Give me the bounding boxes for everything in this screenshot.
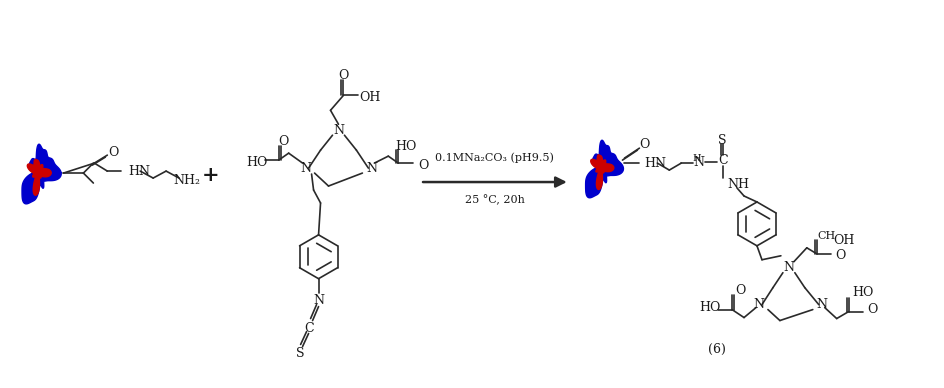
Text: O: O: [638, 138, 649, 151]
Text: HO: HO: [245, 156, 267, 169]
Text: N: N: [312, 294, 324, 307]
Text: N: N: [300, 161, 311, 175]
Text: (6): (6): [707, 343, 725, 356]
Text: O: O: [108, 146, 118, 159]
Polygon shape: [585, 140, 623, 198]
Text: HO: HO: [396, 140, 416, 152]
Text: O: O: [417, 159, 428, 171]
Text: HO: HO: [851, 286, 872, 299]
Text: N: N: [693, 156, 704, 169]
Text: C: C: [303, 322, 313, 335]
Text: N: N: [752, 298, 764, 311]
Text: O: O: [834, 249, 845, 262]
Text: NH₂: NH₂: [174, 173, 200, 187]
Text: N: N: [365, 161, 377, 175]
Text: +: +: [202, 165, 220, 185]
Text: O: O: [867, 303, 877, 316]
Polygon shape: [22, 144, 61, 204]
Text: 25 °C, 20h: 25 °C, 20h: [464, 195, 524, 205]
Text: NH: NH: [726, 178, 749, 191]
Text: HO: HO: [699, 301, 720, 314]
Text: C: C: [717, 154, 727, 166]
Text: H: H: [692, 154, 700, 163]
Text: HN: HN: [128, 165, 150, 178]
Text: O: O: [734, 284, 745, 297]
Text: CH: CH: [817, 231, 834, 241]
Text: OH: OH: [832, 234, 853, 247]
Text: N: N: [783, 261, 794, 274]
Polygon shape: [590, 155, 614, 189]
Polygon shape: [27, 159, 51, 195]
Text: N: N: [332, 124, 344, 137]
Text: OH: OH: [360, 91, 380, 104]
Text: O: O: [338, 69, 348, 82]
Text: N: N: [816, 298, 826, 311]
Text: HN: HN: [644, 157, 666, 170]
Text: O: O: [278, 135, 289, 148]
Text: S: S: [717, 134, 726, 147]
Text: 0.1MNa₂CO₃ (pH9.5): 0.1MNa₂CO₃ (pH9.5): [435, 153, 554, 163]
Text: S: S: [296, 347, 305, 360]
